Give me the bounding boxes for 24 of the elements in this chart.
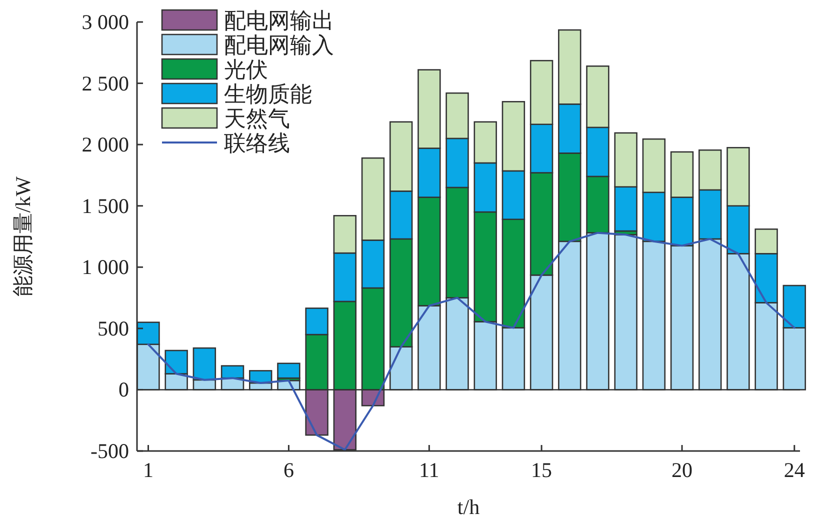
y-tick-label: 2 500 bbox=[82, 71, 129, 96]
x-tick-label: 11 bbox=[419, 458, 440, 482]
y-tick-label: 3 000 bbox=[82, 10, 129, 34]
y-axis-title: 能源用量/kW bbox=[11, 176, 35, 297]
legend-label: 配电网输出 bbox=[224, 8, 334, 33]
x-axis-title: t/h bbox=[457, 495, 480, 519]
y-tick-label: 0 bbox=[118, 378, 129, 402]
x-tick-label: 6 bbox=[283, 458, 294, 482]
x-tick-label: 1 bbox=[142, 458, 154, 482]
legend-label: 天然气 bbox=[224, 106, 290, 131]
legend-label: 联络线 bbox=[224, 130, 290, 156]
y-tick-label: 1 000 bbox=[82, 255, 129, 280]
y-tick-label: -500 bbox=[90, 439, 129, 463]
x-tick-label: 20 bbox=[672, 458, 693, 482]
legend-label: 配电网输入 bbox=[224, 32, 334, 58]
bar bbox=[277, 362, 300, 379]
y-tick-label: 1 500 bbox=[82, 194, 129, 218]
legend-label: 生物质能 bbox=[224, 82, 312, 106]
y-tick-label: 2 000 bbox=[82, 132, 129, 157]
legend-label: 光伏 bbox=[224, 57, 268, 82]
line-series bbox=[147, 232, 796, 451]
y-tick-label: 500 bbox=[98, 316, 129, 340]
x-tick-label: 24 bbox=[784, 458, 806, 482]
x-tick-label: 15 bbox=[531, 458, 552, 482]
